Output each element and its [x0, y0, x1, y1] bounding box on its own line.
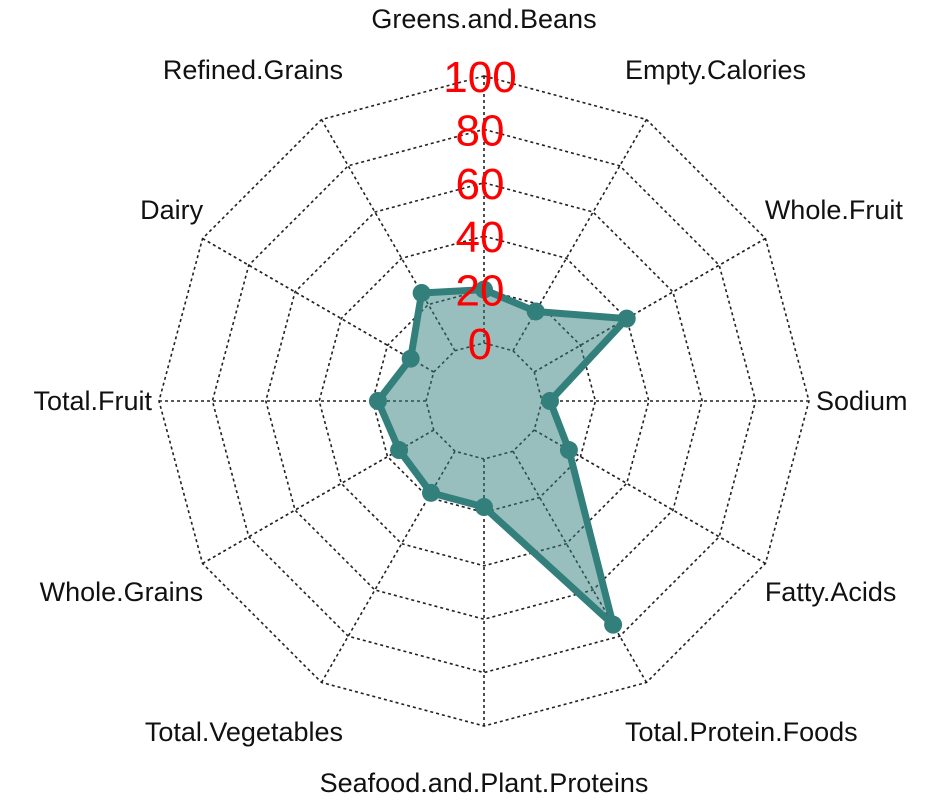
- data-point-total-vegetables: [421, 483, 440, 502]
- axis-label-total-fruit: Total.Fruit: [33, 386, 152, 416]
- grid-ring-80: [211, 128, 757, 674]
- data-point-fatty-acids: [559, 441, 578, 460]
- axis-label-dairy: Dairy: [140, 195, 204, 225]
- axis-label-refined-grains: Refined.Grains: [163, 55, 343, 85]
- data-point-total-fruit: [368, 392, 387, 410]
- tick-label-100: 100: [443, 53, 516, 102]
- series-layer: [368, 280, 636, 634]
- grid-ring-100: [158, 75, 810, 727]
- tick-label-60: 60: [456, 160, 505, 209]
- axis-labels: Greens.and.Beans Empty.Calories Whole.Frui…: [33, 4, 907, 798]
- data-point-total-protein-foods: [604, 615, 623, 634]
- data-point-sodium: [541, 392, 560, 410]
- data-point-dairy: [401, 349, 420, 368]
- axis-label-empty-calories: Empty.Calories: [625, 55, 806, 85]
- axis-label-total-protein-foods: Total.Protein.Foods: [625, 717, 858, 747]
- axis-label-whole-fruit: Whole.Fruit: [765, 195, 904, 225]
- tick-label-0: 0: [468, 320, 492, 369]
- tick-label-20: 20: [456, 267, 505, 316]
- data-point-whole-fruit: [617, 309, 636, 328]
- axis-label-seafood-and-plant-proteins: Seafood.and.Plant.Proteins: [320, 768, 649, 798]
- axis-label-sodium: Sodium: [816, 386, 908, 416]
- axis-label-whole-grains: Whole.Grains: [40, 577, 204, 607]
- tick-label-40: 40: [456, 213, 505, 262]
- axis-label-greens-and-beans: Greens.and.Beans: [371, 4, 596, 34]
- axis-label-fatty-acids: Fatty.Acids: [765, 577, 897, 607]
- data-point-refined-grains: [412, 283, 431, 302]
- data-point-seafood-and-plant-proteins: [475, 498, 493, 517]
- data-point-whole-grains: [390, 441, 409, 460]
- series-area-0: [374, 286, 631, 629]
- spoke-10: [202, 237, 435, 373]
- tick-label-80: 80: [456, 106, 505, 155]
- grid-ring-60: [264, 181, 704, 621]
- data-point-empty-calories: [526, 302, 545, 321]
- axis-label-total-vegetables: Total.Vegetables: [145, 717, 343, 747]
- data-point-greens-and-beans: [475, 280, 493, 299]
